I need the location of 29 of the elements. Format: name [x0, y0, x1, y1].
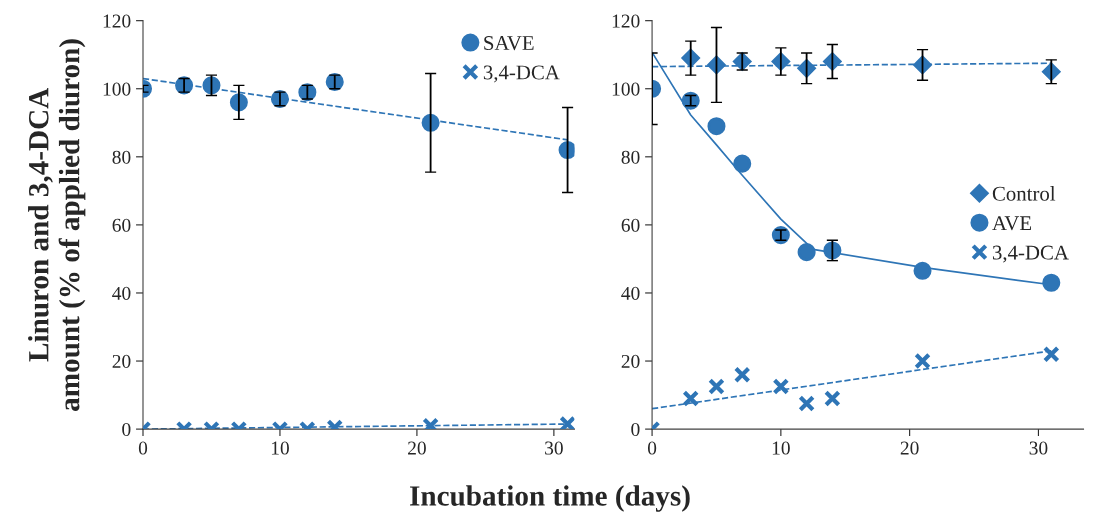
legend-label: 3,4-DCA — [483, 65, 560, 83]
x-tick-label: 20 — [408, 441, 426, 455]
legend-label: Control — [992, 186, 1056, 201]
y-tick-label: 40 — [112, 286, 131, 300]
y-tick-label: 20 — [621, 354, 640, 368]
x-tick-label: 30 — [1029, 441, 1048, 455]
x-tick-label: 20 — [900, 441, 919, 455]
x-tick-label: 10 — [772, 441, 790, 455]
legend-label: 3,4-DCA — [992, 245, 1069, 263]
y-tick-label: 60 — [621, 218, 640, 232]
y-tick-label: 60 — [112, 218, 131, 232]
y-tick-label: 120 — [103, 14, 131, 28]
legend-label: AVE — [992, 216, 1032, 231]
x-axis-title: Incubation time (days) — [410, 485, 690, 512]
x-tick-label: 0 — [138, 441, 148, 455]
legend-label: SAVE — [484, 36, 534, 51]
y-tick-label: 100 — [103, 82, 131, 96]
x-tick-label: 10 — [271, 441, 289, 455]
y-tick-label: 80 — [621, 150, 640, 164]
y-tick-label: 0 — [122, 422, 131, 437]
x-tick-label: 0 — [647, 441, 657, 455]
y-tick-label: 100 — [612, 82, 640, 96]
y-tick-label: 40 — [621, 286, 640, 300]
y-axis-title: Linuron and 3,4-DCA amount (% of applied diuron) — [28, 39, 86, 411]
y-tick-label: 80 — [112, 150, 131, 164]
y-tick-label: 0 — [631, 422, 640, 437]
y-tick-label: 20 — [112, 354, 131, 368]
y-tick-label: 120 — [612, 14, 640, 28]
x-tick-label: 30 — [545, 441, 563, 455]
